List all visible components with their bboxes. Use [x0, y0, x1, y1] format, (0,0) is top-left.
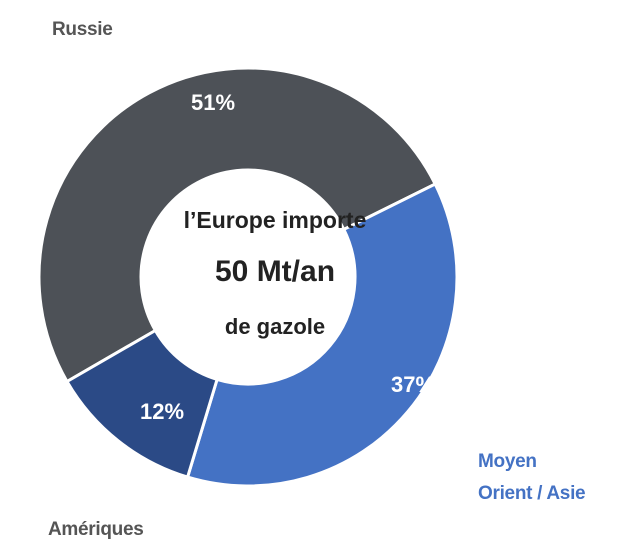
category-label: Russie	[52, 19, 113, 40]
category-label: Moyen Orient / Asie	[478, 451, 586, 504]
donut-segment	[185, 182, 459, 488]
center-text: l’Europe importe	[184, 207, 367, 233]
value-label: 12%	[140, 399, 184, 424]
donut-segment	[64, 328, 219, 479]
category-label: Amériques	[48, 519, 144, 540]
center-text: de gazole	[225, 314, 325, 339]
donut-segment	[37, 66, 438, 384]
value-label: 37%	[391, 372, 435, 397]
value-label: 51%	[191, 90, 235, 115]
center-text: 50 Mt/an	[215, 255, 335, 288]
